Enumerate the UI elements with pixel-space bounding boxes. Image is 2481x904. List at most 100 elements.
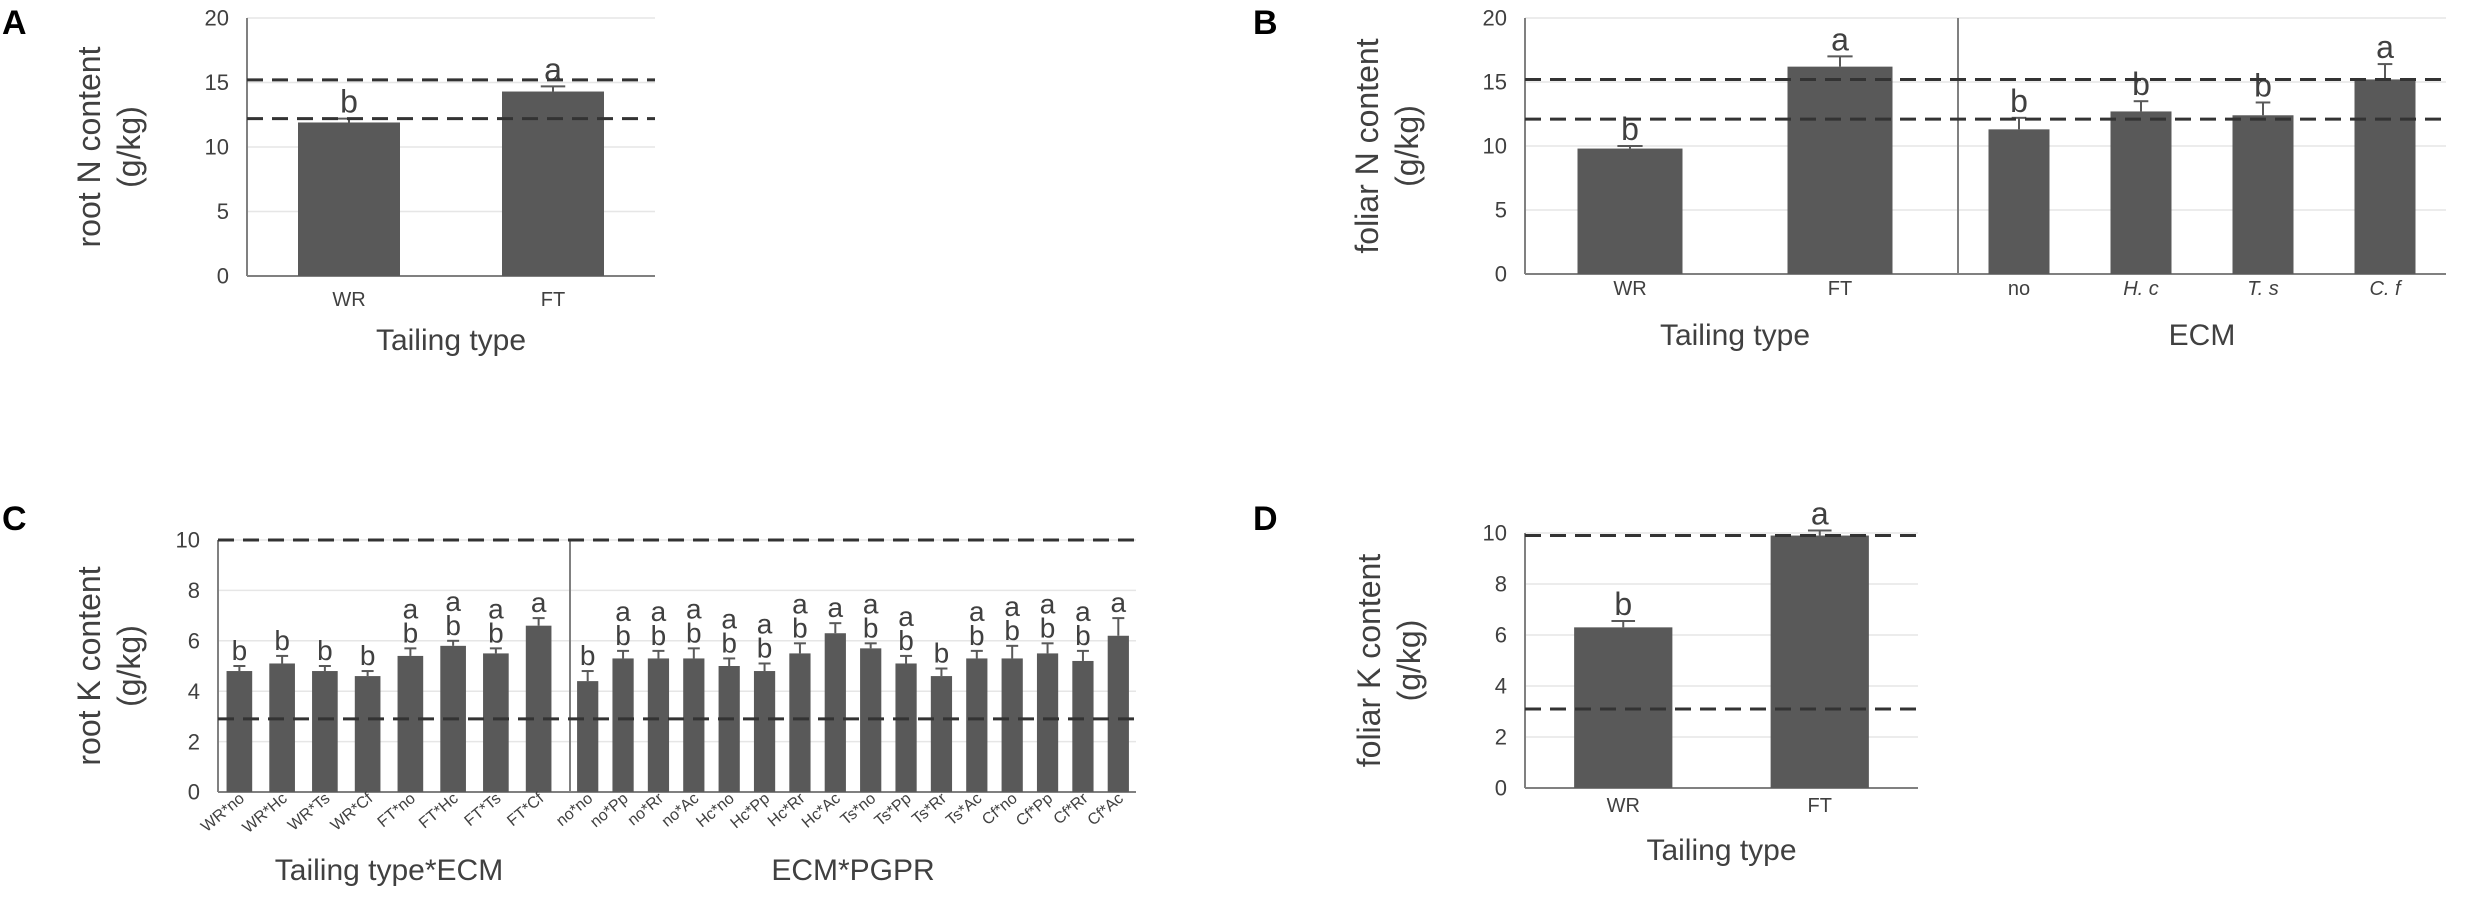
y-tick-label: 10 [1483, 521, 1507, 546]
x-axis-title: ECM*PGPR [771, 854, 934, 887]
y-tick-label: 20 [1483, 6, 1507, 31]
x-tick-label: FT*no [375, 790, 419, 831]
x-tick-label: Cf*Ac [1085, 790, 1127, 829]
x-tick-label: Hc*Ac [799, 790, 844, 832]
bar [483, 653, 509, 792]
bar [930, 676, 953, 792]
significance-letter: b [615, 620, 631, 651]
bar [2354, 79, 2416, 274]
panel-label-a: A [2, 4, 27, 42]
y-tick-label: 6 [1495, 623, 1507, 648]
significance-letter: b [445, 610, 461, 641]
significance-letter: b [232, 635, 248, 666]
bar [2232, 115, 2294, 274]
x-tick-label: Ts*Pp [872, 790, 915, 830]
significance-letter: b [580, 640, 596, 671]
x-tick-label: WR*Ts [285, 790, 333, 834]
bar [1577, 148, 1683, 274]
bar [1787, 66, 1893, 274]
x-axis-title: Tailing type [1646, 834, 1796, 867]
significance-letter: a [1831, 21, 1849, 57]
y-axis-title: (g/kg) [1391, 620, 1427, 702]
chart-b: 0 5 10 15 20 foliar N content (g/kg) b WR a FT Tail… [1349, 6, 2446, 352]
significance-letter: a [1811, 495, 1829, 531]
bar [502, 91, 604, 276]
x-tick-label: T. s [2247, 278, 2279, 300]
bar [683, 658, 705, 792]
y-axis-title: root K content [71, 566, 107, 765]
x-axis-title: ECM [2169, 319, 2236, 352]
x-tick-label: no*Pp [587, 790, 631, 831]
significance-letter: a [863, 588, 879, 619]
panel-label-b: B [1253, 4, 1278, 42]
significance-letter: b [1075, 620, 1091, 651]
significance-letter: a [615, 596, 631, 627]
significance-letter: b [934, 638, 950, 669]
y-tick-label: 6 [188, 629, 200, 654]
x-axis-title: Tailing type [376, 324, 526, 357]
significance-letter: a [898, 601, 914, 632]
y-tick-label: 10 [1483, 134, 1507, 159]
bar [226, 671, 253, 792]
panel-label-d: D [1253, 500, 1278, 538]
significance-letter: b [2010, 83, 2028, 119]
bar [525, 625, 552, 792]
y-axis-title: (g/kg) [111, 106, 147, 188]
x-tick-label: Cf*no [979, 790, 1021, 829]
y-tick-label: 5 [1495, 198, 1507, 223]
significance-letter: b [317, 635, 333, 666]
bar [895, 663, 917, 792]
x-tick-label: Cf*Rr [1051, 790, 1092, 829]
x-tick-label: Ts*Rr [909, 790, 950, 829]
significance-letter: a [686, 593, 702, 624]
significance-letter: b [863, 612, 879, 643]
bar [718, 666, 740, 792]
x-tick-label: WR*Cf [328, 790, 377, 835]
significance-letter: a [828, 592, 844, 623]
significance-letter: a [531, 587, 547, 618]
x-tick-label: no [2008, 278, 2030, 300]
x-tick-label: C. f [2369, 278, 2403, 300]
bar [1036, 653, 1059, 792]
panel-label-c: C [2, 500, 27, 538]
y-tick-label: 0 [1495, 262, 1507, 287]
bar [2110, 111, 2172, 274]
x-axis-title: Tailing type [1660, 319, 1810, 352]
x-tick-label: FT*Cf [504, 790, 547, 830]
significance-letter: b [969, 620, 985, 651]
significance-letter: a [792, 588, 808, 619]
significance-letter: b [403, 617, 419, 648]
significance-letter: b [1004, 615, 1020, 646]
significance-letter: b [721, 627, 737, 658]
x-axis-title: Tailing type*ECM [275, 854, 503, 887]
x-tick-label: FT*Ts [462, 790, 505, 830]
y-tick-label: 10 [205, 135, 229, 160]
x-tick-label: WR*no [198, 790, 248, 836]
chart-a: 0 5 10 15 20 root N content (g/kg) b WR a FT Tailin… [71, 6, 655, 357]
significance-letter: b [488, 617, 504, 648]
significance-letter: a [403, 593, 419, 624]
chart-d: 0 2 4 6 8 10 foliar K content (g/kg) b WR a FT Taili… [1351, 495, 1918, 867]
y-axis-title: foliar K content [1351, 554, 1387, 768]
bar [1988, 129, 2050, 274]
bar [397, 655, 424, 792]
significance-letter: a [757, 608, 773, 639]
y-tick-label: 0 [188, 780, 200, 805]
y-tick-label: 8 [1495, 572, 1507, 597]
y-tick-label: 20 [205, 6, 229, 31]
significance-letter: a [1111, 587, 1127, 618]
significance-letter: a [544, 51, 562, 87]
significance-letter: a [2376, 29, 2394, 65]
y-axis-title: (g/kg) [1389, 105, 1425, 187]
y-tick-label: 15 [1483, 70, 1507, 95]
y-tick-label: 5 [217, 199, 229, 224]
x-tick-label: no*Ac [659, 790, 703, 830]
bar [612, 658, 634, 792]
significance-letter: a [721, 603, 737, 634]
y-tick-label: 8 [188, 578, 200, 603]
significance-letter: b [1614, 586, 1632, 622]
bar [966, 658, 988, 792]
significance-letter: b [274, 625, 290, 656]
significance-letter: b [340, 84, 358, 120]
